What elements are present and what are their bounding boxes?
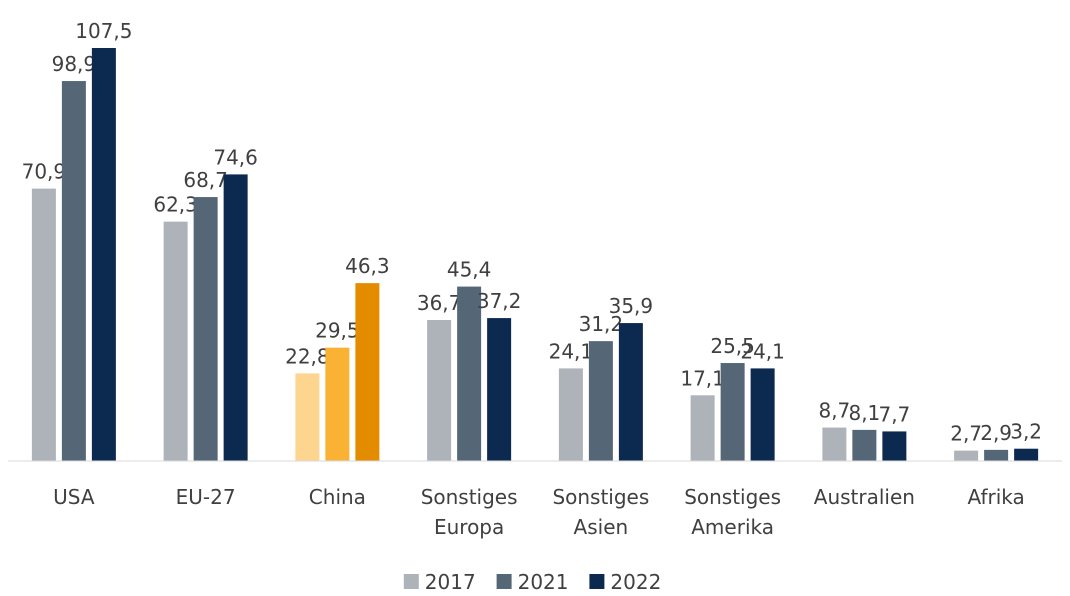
data-label: 35,9 (609, 294, 654, 318)
data-label: 70,9 (22, 160, 67, 184)
x-tick-label: Afrika (967, 485, 1025, 509)
bar (822, 427, 847, 461)
bar (558, 368, 583, 461)
data-label: 8,7 (818, 399, 850, 423)
data-label: 29,5 (315, 319, 360, 343)
x-tick-label: Australien (813, 485, 915, 509)
data-label: 45,4 (447, 258, 492, 282)
data-label: 2,7 (950, 422, 982, 446)
data-label: 25,5 (710, 334, 755, 358)
bar (1014, 448, 1039, 461)
data-label: 2,9 (980, 421, 1012, 445)
bar (193, 197, 218, 462)
bar (852, 429, 877, 461)
bar (588, 341, 613, 461)
bar (750, 368, 775, 461)
data-label: 98,9 (52, 52, 97, 76)
x-tick-label: EU-27 (175, 485, 236, 509)
data-label: 74,6 (213, 145, 258, 169)
x-tick-label: Sonstiges Amerika (684, 485, 782, 539)
data-label: 62,3 (153, 193, 198, 217)
data-label: 3,2 (1010, 420, 1042, 444)
data-label: 8,1 (848, 401, 880, 425)
data-label: 17,1 (680, 366, 725, 390)
data-label: 24,1 (740, 339, 785, 363)
bar (61, 81, 86, 461)
legend-swatch (589, 574, 605, 589)
bar (325, 347, 350, 461)
bar (618, 323, 643, 461)
x-tick-label: China (308, 485, 366, 509)
data-label: 24,1 (549, 339, 594, 363)
bar (954, 450, 979, 461)
data-label: 37,2 (477, 289, 522, 313)
x-tick-label: Sonstiges Europa (420, 485, 518, 539)
legend-swatch (496, 574, 512, 589)
bar (984, 449, 1009, 461)
legend-swatch (403, 574, 419, 589)
data-label: 68,7 (183, 168, 228, 192)
bar (720, 363, 745, 461)
bar (487, 318, 512, 461)
x-tick-label: Sonstiges Asien (552, 485, 650, 539)
bar (355, 283, 380, 461)
bar (690, 395, 715, 461)
bar (163, 221, 188, 461)
legend-label: 2022 (610, 570, 661, 594)
data-label: 7,7 (878, 402, 910, 426)
bar (427, 320, 452, 461)
data-label: 107,5 (75, 19, 132, 43)
bar (91, 48, 116, 461)
data-label: 22,8 (285, 344, 330, 368)
legend-label: 2021 (518, 570, 569, 594)
legend-label: 2017 (425, 570, 476, 594)
data-label: 31,2 (579, 312, 624, 336)
x-tick-label: USA (53, 485, 95, 509)
bar (882, 431, 907, 461)
bar (223, 174, 248, 461)
data-label: 36,7 (417, 291, 462, 315)
data-label: 46,3 (345, 254, 390, 278)
bar (31, 188, 56, 461)
bar (295, 373, 320, 461)
bar (457, 286, 482, 461)
